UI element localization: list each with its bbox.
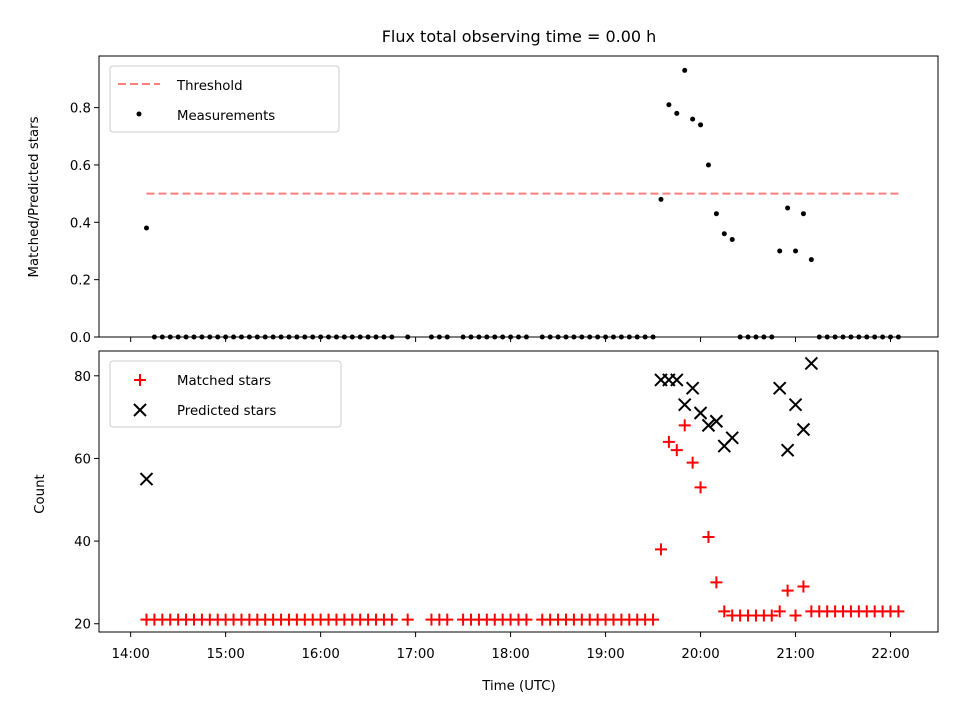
measurement-point	[793, 248, 799, 254]
matched-star-point	[401, 613, 414, 626]
x-tick-label: 20:00	[681, 647, 719, 662]
bottom-y-tick-label: 80	[74, 370, 91, 385]
legend-predicted-label: Predicted stars	[177, 404, 276, 419]
matched-star-point	[694, 481, 707, 494]
top-y-tick-label: 0.4	[70, 216, 91, 231]
measurement-point	[698, 122, 704, 128]
predicted-star-point	[772, 381, 787, 395]
bottom-y-axis-label: Count	[33, 474, 48, 514]
matched-star-point	[702, 530, 715, 543]
predicted-star-point	[678, 398, 692, 412]
matched-star-point	[662, 435, 675, 448]
matched-star-point	[678, 419, 691, 432]
top-panel: 0.00.20.40.60.8 Matched/Predicted stars …	[27, 55, 939, 346]
measurement-point	[143, 225, 149, 231]
measurement-point	[800, 211, 806, 217]
measurement-point	[705, 162, 711, 168]
matched-star-point	[718, 605, 731, 618]
legend-measurements-swatch	[136, 111, 142, 117]
measurement-point	[785, 205, 791, 211]
bottom-y-ticks: 20 40 60 80	[74, 370, 99, 633]
predicted-star-points	[139, 356, 819, 486]
legend-predicted-swatch	[133, 403, 147, 417]
bottom-y-tick-label: 40	[74, 535, 91, 550]
matched-star-point	[520, 613, 533, 626]
legend-matched-label: Matched stars	[177, 374, 271, 389]
measurement-point	[666, 102, 672, 108]
matched-star-point	[654, 543, 667, 556]
bottom-legend-box	[109, 360, 342, 428]
matched-star-point	[686, 456, 699, 469]
matched-star-points	[140, 419, 905, 626]
x-tick-label: 16:00	[301, 647, 339, 662]
top-y-ticks: 0.0 0.2 0.4 0.6 0.8	[70, 102, 99, 346]
predicted-star-point	[780, 443, 795, 457]
top-y-tick-label: 0.6	[70, 159, 91, 174]
matched-star-point	[773, 605, 786, 618]
measurement-point	[674, 110, 680, 116]
matched-star-point	[797, 580, 810, 593]
matched-star-point	[647, 613, 660, 626]
legend-threshold-label: Threshold	[176, 79, 243, 94]
legend-matched-swatch	[134, 374, 146, 386]
matched-star-point	[385, 613, 398, 626]
predicted-star-point	[709, 414, 724, 428]
bottom-x-ticks: 14:00 15:00 16:00 17:00 18:00 19:00 20:00 21:00…	[111, 632, 910, 662]
bottom-axes-frame	[98, 350, 939, 633]
matched-star-point	[765, 609, 778, 622]
predicted-star-point	[725, 431, 739, 445]
x-tick-label: 15:00	[206, 647, 244, 662]
predicted-star-point	[693, 406, 708, 420]
top-legend: Threshold Measurements	[109, 65, 340, 133]
measurement-point	[777, 248, 783, 254]
measurement-point	[658, 196, 664, 202]
legend-measurements-label: Measurements	[177, 109, 275, 124]
x-tick-label: 19:00	[586, 647, 624, 662]
measurement-point	[690, 116, 696, 122]
predicted-star-point	[685, 381, 700, 395]
x-tick-label: 18:00	[491, 647, 529, 662]
bottom-y-tick-label: 60	[74, 452, 91, 467]
predicted-star-point	[670, 373, 684, 387]
x-tick-label: 22:00	[871, 647, 909, 662]
top-y-tick-label: 0.8	[70, 102, 91, 117]
chart-title: Flux total observing time = 0.00 h	[382, 27, 657, 46]
predicted-star-point	[788, 398, 803, 412]
x-tick-label: 14:00	[111, 647, 149, 662]
x-tick-label: 17:00	[396, 647, 434, 662]
top-y-axis-label: Matched/Predicted stars	[27, 116, 42, 277]
matched-star-point	[710, 576, 723, 589]
predicted-star-point	[796, 422, 811, 437]
matched-star-point	[781, 584, 794, 597]
matched-star-point	[441, 613, 454, 626]
matched-star-point	[892, 605, 905, 618]
top-y-tick-label: 0.2	[70, 274, 91, 289]
measurement-point	[721, 231, 727, 237]
bottom-legend: Matched stars Predicted stars	[109, 360, 342, 428]
matched-star-point	[789, 609, 802, 622]
measurement-point	[808, 257, 814, 263]
measurement-point	[729, 237, 735, 243]
bottom-panel: 20 40 60 80 14:00 15:00 16:00 17:00 18:00 19:00 2…	[33, 350, 939, 694]
measurement-point	[713, 211, 719, 217]
measurement-point	[682, 67, 688, 73]
top-legend-box	[109, 65, 340, 133]
top-axes-frame	[98, 55, 939, 338]
bottom-y-tick-label: 20	[74, 618, 91, 633]
x-axis-label: Time (UTC)	[481, 679, 556, 694]
matched-star-point	[670, 444, 683, 457]
predicted-star-point	[804, 356, 819, 371]
predicted-star-point	[139, 472, 154, 486]
x-tick-label: 21:00	[776, 647, 814, 662]
top-y-tick-label: 0.0	[70, 331, 91, 346]
predicted-star-point	[701, 418, 716, 433]
